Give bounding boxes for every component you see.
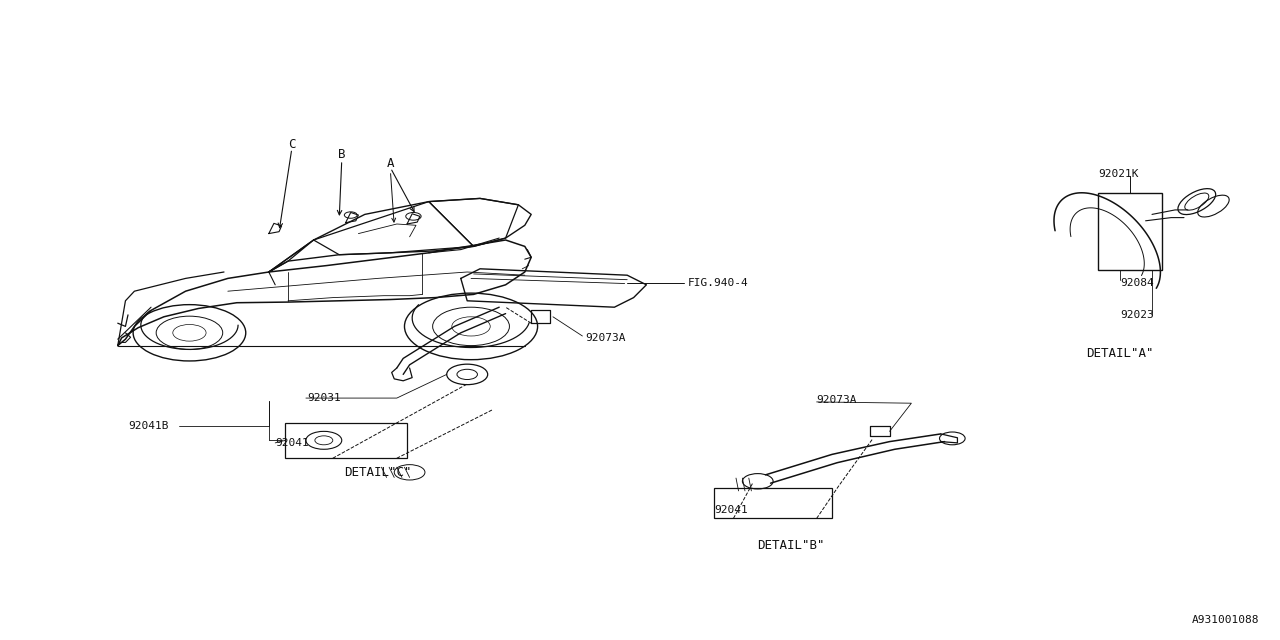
Text: C: C — [288, 138, 296, 150]
Text: DETAIL"A": DETAIL"A" — [1087, 348, 1153, 360]
Text: 92023: 92023 — [1120, 310, 1153, 320]
Circle shape — [173, 324, 206, 341]
Text: DETAIL"B": DETAIL"B" — [758, 539, 824, 552]
Text: A931001088: A931001088 — [1192, 614, 1260, 625]
Text: 92041: 92041 — [275, 438, 308, 448]
Text: FIG.940-4: FIG.940-4 — [687, 278, 748, 288]
Text: A: A — [387, 157, 394, 170]
Text: B: B — [338, 148, 346, 161]
Circle shape — [452, 317, 490, 336]
Text: DETAIL"C": DETAIL"C" — [344, 466, 411, 479]
Bar — [285, 423, 407, 458]
Bar — [714, 488, 832, 518]
Text: 92021K: 92021K — [1098, 169, 1139, 179]
Text: 92041B: 92041B — [128, 420, 169, 431]
Text: 92041: 92041 — [714, 505, 748, 515]
Text: 92031: 92031 — [307, 393, 340, 403]
Bar — [1098, 193, 1162, 270]
Text: 92073A: 92073A — [817, 395, 858, 405]
Text: 92073A: 92073A — [585, 333, 626, 343]
Text: 92084: 92084 — [1120, 278, 1153, 288]
